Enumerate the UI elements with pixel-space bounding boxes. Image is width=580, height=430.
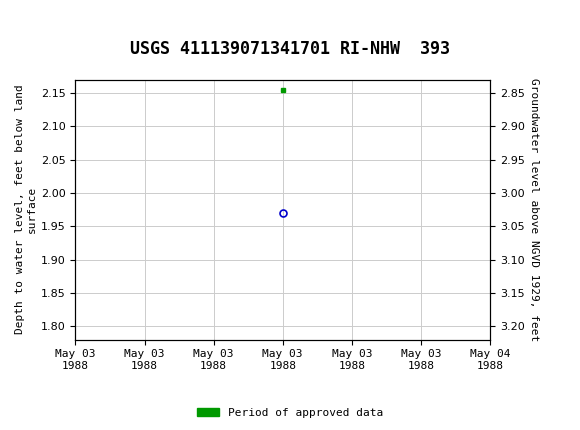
Legend: Period of approved data: Period of approved data bbox=[193, 403, 387, 422]
Bar bbox=[3, 5, 12, 45]
Text: USGS 411139071341701 RI-NHW  393: USGS 411139071341701 RI-NHW 393 bbox=[130, 40, 450, 58]
Text: USGS: USGS bbox=[12, 16, 67, 34]
Y-axis label: Groundwater level above NGVD 1929, feet: Groundwater level above NGVD 1929, feet bbox=[529, 78, 539, 341]
Y-axis label: Depth to water level, feet below land
surface: Depth to water level, feet below land su… bbox=[15, 85, 37, 335]
